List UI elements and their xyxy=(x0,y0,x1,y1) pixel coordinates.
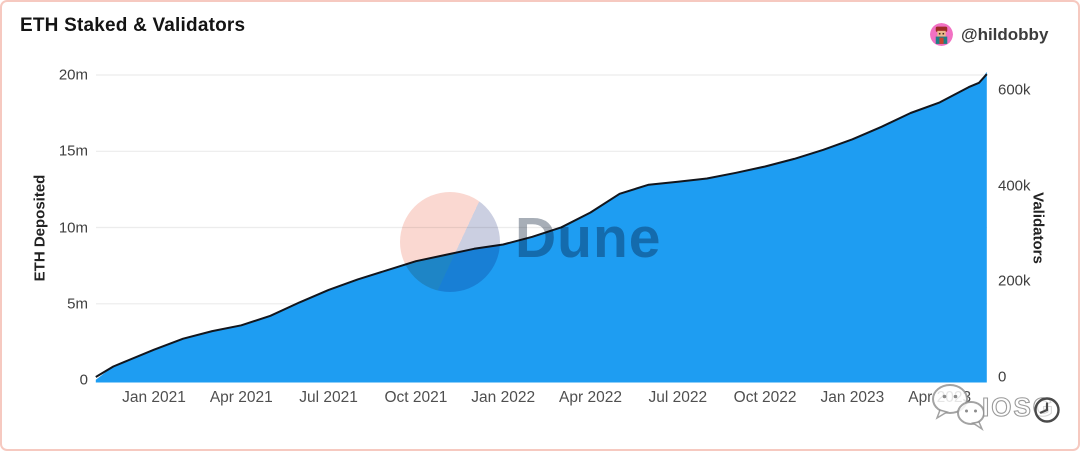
dune-watermark-text: Dune xyxy=(515,206,662,270)
chart-title: ETH Staked & Validators xyxy=(20,15,246,36)
wechat-icon xyxy=(928,381,990,438)
author-handle: @hildobby xyxy=(961,24,1049,44)
validators-line xyxy=(95,73,988,378)
author-avatar-icon xyxy=(930,23,953,46)
clock-icon xyxy=(1032,395,1062,430)
dune-logo-circle xyxy=(400,192,500,292)
author-link[interactable]: @hildobby xyxy=(930,23,1048,46)
eth-deposited-area xyxy=(95,71,987,383)
